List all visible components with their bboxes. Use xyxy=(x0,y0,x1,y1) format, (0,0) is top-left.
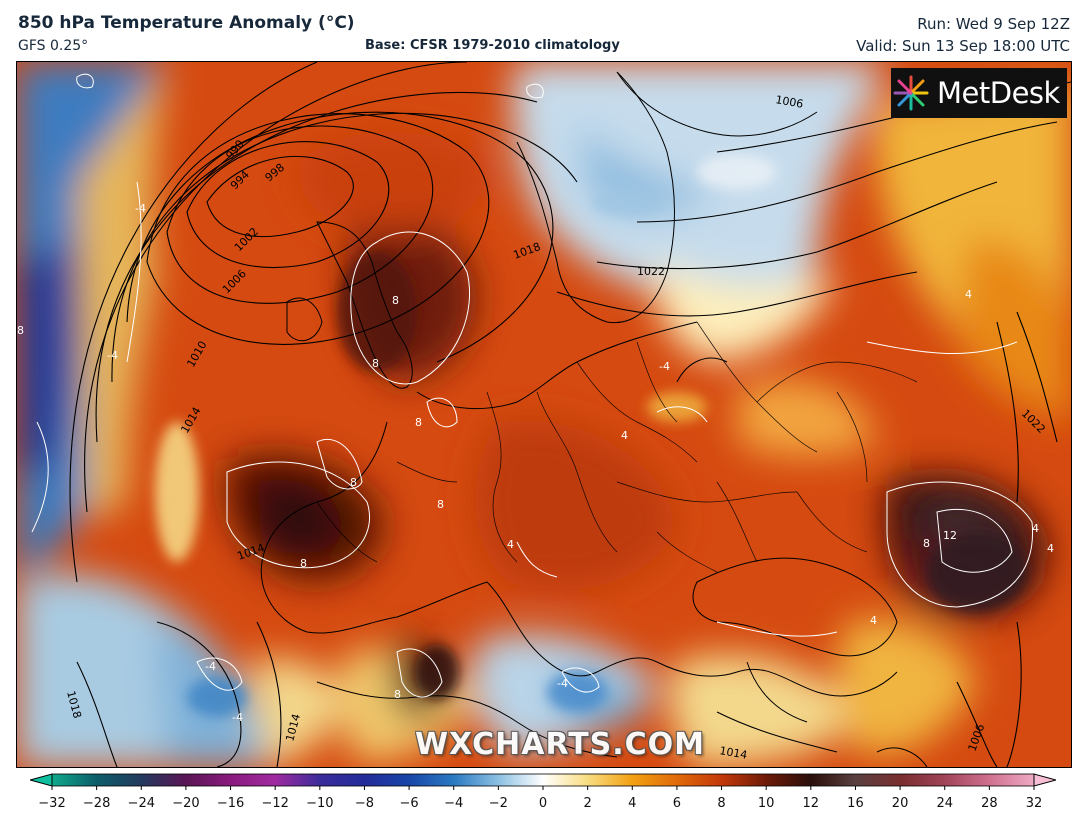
anomaly-label: -4 xyxy=(659,360,670,373)
colorbar-tick-label: 32 xyxy=(1025,796,1043,811)
colorbar-tick-label: −20 xyxy=(172,796,200,811)
anomaly-label: 4 xyxy=(965,288,972,301)
anomaly-label: -4 xyxy=(232,711,243,724)
watermark: WXCHARTS.COM xyxy=(414,727,706,762)
anomaly-label: 8 xyxy=(300,557,307,570)
colorbar-tick-label: −4 xyxy=(444,796,464,811)
colorbar-max-arrow xyxy=(1033,773,1056,787)
anomaly-label: -4 xyxy=(135,202,146,215)
anomaly-labels: 8 8 8 8 8 8 8 8 12 4 4 4 4 -4 -4 -4 -4 -… xyxy=(17,202,1054,724)
colorbar: −32 −28 −24 −20 −16 −12 −10 −8 −6 −4 −2 0 2 4 6 8 10 12 16… xyxy=(30,773,1056,817)
run-time-label: Run: Wed 9 Sep 12Z xyxy=(917,15,1070,33)
colorbar-tick-label: 4 xyxy=(628,796,637,811)
model-label: GFS 0.25° xyxy=(18,38,89,54)
country-borders xyxy=(316,321,918,573)
anomaly-label: 8 xyxy=(394,688,401,701)
isobar-label: 1006 xyxy=(774,93,804,111)
anomaly-label: 4 xyxy=(870,614,877,627)
anomaly-label: 4 xyxy=(1047,542,1054,555)
anomaly-label: 4 xyxy=(1032,522,1039,535)
anomaly-label: 4 xyxy=(507,538,514,551)
colorbar-tick-label: 2 xyxy=(583,796,592,811)
anomaly-label: 4 xyxy=(621,429,628,442)
colorbar-tick-label: −10 xyxy=(306,796,334,811)
colorbar-min-arrow xyxy=(30,773,53,787)
anomaly-label: 8 xyxy=(17,324,24,337)
colorbar-tick-label: 20 xyxy=(891,796,909,811)
anomaly-label: 8 xyxy=(437,498,444,511)
colorbar-tick-label: −2 xyxy=(488,796,508,811)
isobar-label: 1022 xyxy=(637,265,665,278)
metdesk-logo: MetDesk xyxy=(891,68,1067,118)
colorbar-tick-label: 16 xyxy=(847,796,864,811)
map-canvas: 990 994 998 1002 1006 1010 1014 1018 102… xyxy=(17,62,1071,767)
colorbar-tick-label: −16 xyxy=(216,796,245,811)
colorbar-tick-label: 10 xyxy=(757,796,775,811)
colorbar-gradient xyxy=(30,773,1056,790)
climatology-base-label: Base: CFSR 1979-2010 climatology xyxy=(365,38,620,53)
anomaly-label: -4 xyxy=(557,677,568,690)
colorbar-tick-label: 8 xyxy=(717,796,726,811)
colorbar-tick-label: 0 xyxy=(538,796,548,811)
anomaly-label: 8 xyxy=(350,476,357,489)
colorbar-tick-label: 28 xyxy=(981,796,998,811)
colorbar-tick-label: −24 xyxy=(127,796,155,811)
map-title: 850 hPa Temperature Anomaly (°C) xyxy=(18,13,355,33)
anomaly-contours xyxy=(31,73,1034,698)
colorbar-fill xyxy=(52,774,1034,786)
anomaly-label: -4 xyxy=(205,660,216,673)
anomaly-map[interactable]: 990 994 998 1002 1006 1010 1014 1018 102… xyxy=(16,61,1072,768)
metdesk-starburst-icon xyxy=(893,75,929,111)
anomaly-label: 8 xyxy=(923,537,930,550)
valid-time-label: Valid: Sun 13 Sep 18:00 UTC xyxy=(856,37,1070,55)
colorbar-tick-label: 12 xyxy=(802,796,820,811)
anomaly-label: 8 xyxy=(392,294,399,307)
isobars xyxy=(69,62,1071,767)
colorbar-tick-label: −32 xyxy=(38,796,66,811)
isobar-label: 1014 xyxy=(718,744,748,762)
colorbar-tick-label: −12 xyxy=(261,796,289,811)
anomaly-label: 8 xyxy=(415,416,422,429)
colorbar-tick-label: −28 xyxy=(82,796,111,811)
colorbar-tick-label: −6 xyxy=(399,796,419,811)
anomaly-label: 8 xyxy=(372,357,379,370)
colorbar-tick-label: −8 xyxy=(354,796,375,811)
colorbar-tick-label: 24 xyxy=(936,796,953,811)
logo-text: MetDesk xyxy=(937,76,1060,110)
anomaly-label: -4 xyxy=(107,349,118,362)
colorbar-tick-label: 6 xyxy=(672,796,682,811)
anomaly-label: 12 xyxy=(943,529,957,542)
